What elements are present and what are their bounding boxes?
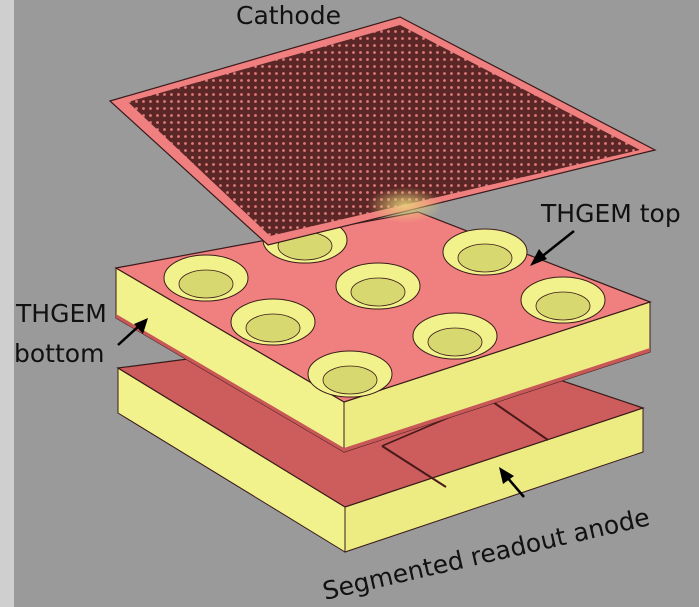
thgem-bottom-edge	[344, 348, 650, 452]
thgem-hole	[163, 254, 249, 302]
thgem-bottom-edge	[116, 314, 344, 452]
cathode-mesh-area	[128, 25, 640, 236]
label-thgem-bottom-line1: THGEM	[15, 299, 107, 328]
thgem-hole	[412, 312, 498, 360]
arrowhead-anode	[499, 467, 514, 484]
thgem-plate	[114, 211, 652, 453]
cathode-highlight	[367, 187, 443, 223]
arrow-thgem-bottom	[117, 324, 141, 346]
left-edge-strip	[0, 0, 14, 607]
label-thgem-bottom-line2: bottom	[14, 339, 104, 368]
thgem-hole	[230, 298, 316, 346]
thgem-holes	[163, 216, 606, 398]
label-thgem-top: THGEM top	[540, 199, 681, 228]
anode-pad-divider	[489, 399, 549, 441]
label-cathode: Cathode	[236, 1, 341, 30]
cathode-mesh	[108, 16, 657, 246]
arrow-thgem-top	[539, 230, 575, 259]
thgem-hole	[442, 228, 528, 276]
thgem-hole	[520, 276, 606, 324]
arrowhead-thgem-top	[530, 249, 547, 266]
label-arrows	[117, 230, 575, 498]
thgem-hole	[335, 262, 421, 310]
anode-pad-divider	[381, 445, 447, 488]
arrowhead-thgem-bottom	[134, 318, 148, 334]
thgem-hole	[307, 350, 393, 398]
